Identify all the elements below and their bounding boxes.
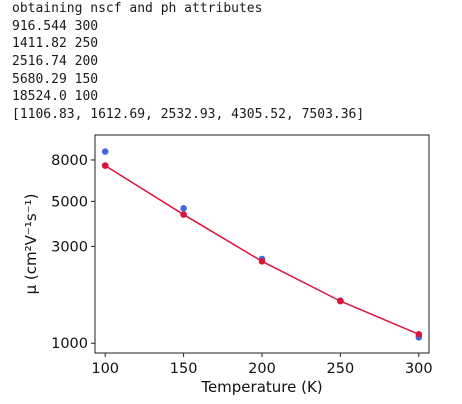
y-tick-label: 8000: [51, 153, 88, 169]
y-tick-label: 3000: [51, 239, 88, 255]
series-line: [104, 164, 420, 335]
output-line: [1106.83, 1612.69, 2532.93, 4305.52, 750…: [12, 107, 365, 123]
output-line: 18524.0 100: [12, 89, 99, 105]
plot-frame: [94, 134, 430, 354]
y-tick-label: 1000: [51, 336, 88, 352]
series-marker-blue: [180, 205, 187, 212]
series-marker-red: [101, 162, 109, 169]
x-tick-label: 200: [248, 361, 276, 377]
cell-output: obtaining nscf and ph attributes 916.544 …: [12, 0, 364, 124]
y-axis-label: μ (cm²V⁻¹s⁻¹): [22, 194, 40, 295]
output-line: 1411.82 250: [12, 36, 99, 52]
x-tick-label: 100: [91, 361, 119, 377]
x-tick-label: 300: [405, 361, 433, 377]
series-marker-red: [415, 330, 423, 338]
series-marker-red: [258, 258, 266, 265]
output-line: 916.544 300: [12, 18, 99, 34]
x-tick-label: 150: [170, 361, 198, 377]
plot-area: [101, 148, 423, 341]
axis-ticks: 100 150 200 250 300 1000 3000 5000 8000: [51, 153, 433, 377]
output-line: obtaining nscf and ph attributes: [12, 1, 263, 16]
series-marker-red: [180, 211, 187, 218]
series-marker-red: [337, 297, 344, 305]
output-line: 5680.29 150: [12, 71, 99, 87]
y-tick-label: 5000: [51, 194, 88, 210]
x-tick-label: 250: [327, 361, 355, 377]
x-axis-label: Temperature (K): [200, 378, 322, 396]
series-marker-blue: [101, 148, 109, 155]
output-line: 2516.74 200: [12, 54, 99, 70]
